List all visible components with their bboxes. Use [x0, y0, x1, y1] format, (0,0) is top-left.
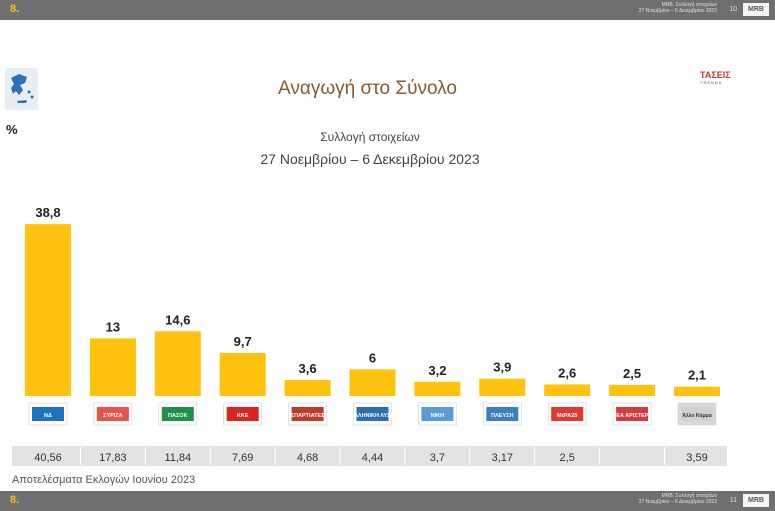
header-page-number: 10 — [729, 6, 737, 13]
bar-value-label: 6 — [369, 350, 376, 365]
header-caption-line1: MRB, Συλλογή στοιχείων — [661, 2, 717, 8]
party-logo-mark — [551, 407, 584, 421]
footer-page-number: 11 — [729, 497, 737, 504]
bar — [25, 224, 71, 396]
previous-result: 17,83 — [99, 452, 127, 464]
bar-value-label: 38,8 — [35, 205, 60, 220]
party-logo-label: ΚΚΕ — [237, 413, 249, 419]
party-logo-mark — [96, 407, 129, 421]
party-logo-label: Άλλο Κόμμα — [682, 413, 712, 419]
party-logo-label: ΝΙΚΗ — [431, 413, 444, 419]
bar-value-label: 3,2 — [428, 363, 446, 378]
percent-label: % — [6, 122, 18, 137]
bottom-bar: 8. MRB, Συλλογή στοιχείων 27 Νοεμβρίου –… — [0, 491, 775, 511]
party-logo-mark — [681, 407, 713, 421]
previous-result: 3,17 — [492, 452, 513, 464]
bar-value-label: 3,9 — [493, 360, 511, 375]
party-logo-mark — [421, 407, 454, 421]
top-bar: 8. MRB, Συλλογή στοιχείων 27 Νοεμβρίου –… — [0, 0, 775, 20]
party-logo-mark — [616, 407, 649, 421]
election-results-label: Αποτελέσματα Εκλογών Ιουνίου 2023 — [12, 474, 196, 486]
mrb-logo: MRB — [743, 3, 769, 16]
footer-caption-line2: 27 Νοεμβρίου – 6 Δεκεμβρίου 2023 — [638, 499, 717, 505]
party-logo-label: ΜέΡΑ25 — [557, 413, 577, 419]
party-logo-label: ΝΔ — [44, 413, 52, 419]
party-logo-label: ΠΛΕΥΣΗ — [491, 413, 513, 419]
tasis-logo: ΤΑΣΕΙΣ TRENDS — [700, 70, 731, 85]
bar — [609, 384, 656, 396]
bar-value-label: 2,5 — [623, 366, 641, 381]
bar-value-label: 14,6 — [165, 312, 190, 327]
party-logo-label: ΠΑΣΟΚ — [168, 413, 188, 419]
chart-title: Αναγωγή στο Σύνολο — [278, 78, 457, 99]
party-logo — [677, 402, 717, 426]
bar — [479, 378, 526, 396]
previous-result: 40,56 — [34, 452, 62, 464]
bar — [154, 331, 201, 396]
party-logo-mark — [486, 407, 519, 421]
party-logo-label: ΕΛΛΗΝΙΚΗ ΛΥΣΗ — [351, 413, 395, 419]
party-logo-label: ΣΥΡΙΖΑ — [103, 413, 123, 419]
party-logo-mark — [32, 407, 64, 421]
previous-result: 3,7 — [430, 452, 445, 464]
footer-slide-number: 8. — [10, 494, 20, 506]
results-strip — [12, 446, 727, 466]
previous-result: 7,69 — [232, 452, 253, 464]
bar — [349, 369, 396, 396]
bar-value-label: 2,1 — [688, 368, 706, 383]
party-logo-label: ΝΕΑ ΑΡΙΣΤΕΡΑ — [612, 413, 652, 419]
header-caption: MRB, Συλλογή στοιχείων 27 Νοεμβρίου – 6 … — [639, 2, 717, 14]
bar-value-label: 2,6 — [558, 365, 576, 380]
previous-result: 3,59 — [686, 452, 707, 464]
bar — [544, 384, 591, 396]
chart-date-range: 27 Νοεμβρίου – 6 Δεκεμβρίου 2023 — [260, 151, 480, 167]
bar — [284, 380, 331, 396]
party-logo-mark — [226, 407, 259, 421]
footer-caption: MRB, Συλλογή στοιχείων 27 Νοεμβρίου – 6 … — [639, 493, 717, 505]
footer-mrb-logo: MRB — [743, 494, 769, 507]
bar — [219, 353, 266, 396]
previous-result: 2,5 — [560, 452, 575, 464]
brand-sub: TRENDS — [700, 80, 723, 85]
party-logo-mark — [161, 407, 194, 421]
bar — [674, 386, 720, 396]
previous-result: 4,44 — [362, 452, 383, 464]
brand-name: ΤΑΣΕΙΣ — [700, 70, 731, 80]
party-logo-mark — [291, 407, 324, 421]
greece-map-icon — [5, 68, 38, 110]
party-logo-label: ΣΠΑΡΤΙΑΤΕΣ — [291, 413, 325, 419]
party-logo-mark — [356, 407, 389, 421]
previous-result: 11,84 — [164, 452, 191, 464]
slide-number: 8. — [10, 3, 20, 15]
chart-subtitle: Συλλογή στοιχείων — [320, 130, 420, 144]
bar-value-label: 13 — [106, 319, 120, 334]
footer-caption-line1: MRB, Συλλογή στοιχείων — [661, 493, 717, 499]
previous-result: 4,68 — [297, 452, 318, 464]
header-caption-line2: 27 Νοεμβρίου – 6 Δεκεμβρίου 2023 — [638, 8, 717, 14]
bar — [414, 381, 461, 396]
bar — [89, 338, 136, 396]
bar-value-label: 3,6 — [299, 361, 317, 376]
bar-value-label: 9,7 — [234, 334, 252, 349]
